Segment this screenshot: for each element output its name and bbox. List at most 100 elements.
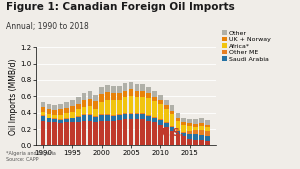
Bar xyxy=(182,132,186,133)
Bar xyxy=(41,116,45,121)
Bar xyxy=(152,123,157,145)
Bar xyxy=(176,113,180,118)
Y-axis label: Oil Imports (MMB/d): Oil Imports (MMB/d) xyxy=(9,58,18,135)
Bar xyxy=(41,102,45,107)
Bar xyxy=(76,109,81,116)
Bar xyxy=(170,105,174,111)
Bar xyxy=(117,86,122,93)
Bar xyxy=(193,124,198,127)
Bar xyxy=(140,91,145,97)
Bar xyxy=(123,114,128,119)
Bar xyxy=(117,93,122,100)
Bar xyxy=(199,123,204,126)
Bar xyxy=(199,140,204,145)
Bar xyxy=(58,104,63,109)
Bar xyxy=(182,136,186,145)
Bar xyxy=(205,127,210,131)
Bar xyxy=(99,121,104,145)
Bar xyxy=(76,116,81,117)
Bar xyxy=(146,98,151,115)
Bar xyxy=(187,119,192,123)
Bar xyxy=(52,123,57,145)
Bar xyxy=(111,93,116,100)
Bar xyxy=(111,100,116,115)
Text: Annual; 1990 to 2018: Annual; 1990 to 2018 xyxy=(6,22,89,31)
Bar xyxy=(158,125,163,145)
Bar xyxy=(176,134,180,145)
Bar xyxy=(140,84,145,91)
Bar xyxy=(94,122,98,145)
Bar xyxy=(193,140,198,145)
Bar xyxy=(76,122,81,145)
Bar xyxy=(129,119,133,145)
Bar xyxy=(58,120,63,123)
Bar xyxy=(111,116,116,121)
Bar xyxy=(58,109,63,115)
Bar xyxy=(82,121,86,145)
Bar xyxy=(117,114,122,115)
Bar xyxy=(52,118,57,119)
Bar xyxy=(58,123,63,145)
Bar xyxy=(158,95,163,100)
Bar xyxy=(152,97,157,101)
Bar xyxy=(82,107,86,114)
Bar xyxy=(158,104,163,119)
Bar xyxy=(193,119,198,124)
Bar xyxy=(117,115,122,120)
Bar xyxy=(88,121,92,145)
Bar xyxy=(205,136,210,141)
Bar xyxy=(64,108,69,114)
Bar xyxy=(158,119,163,120)
Bar xyxy=(88,114,92,115)
Bar xyxy=(41,115,45,116)
Bar xyxy=(164,123,169,127)
Bar xyxy=(140,97,145,114)
Bar xyxy=(94,101,98,109)
Bar xyxy=(199,130,204,135)
Bar xyxy=(170,114,174,126)
Bar xyxy=(123,119,128,145)
Bar xyxy=(152,101,157,117)
Bar xyxy=(70,123,75,145)
Bar xyxy=(46,109,51,114)
Bar xyxy=(170,126,174,127)
Bar xyxy=(170,131,174,145)
Bar xyxy=(88,91,92,99)
Bar xyxy=(187,134,192,139)
Bar xyxy=(52,115,57,118)
Bar xyxy=(52,119,57,123)
Bar xyxy=(134,91,139,97)
Bar xyxy=(82,115,86,121)
Bar xyxy=(46,104,51,109)
Bar xyxy=(111,115,116,116)
Bar xyxy=(117,120,122,145)
Bar xyxy=(46,118,51,123)
Bar xyxy=(176,130,180,131)
Bar xyxy=(76,104,81,109)
Bar xyxy=(182,125,186,132)
Bar xyxy=(158,100,163,104)
Bar xyxy=(41,107,45,112)
Bar xyxy=(58,115,63,119)
Bar xyxy=(105,85,110,92)
Bar xyxy=(88,115,92,121)
Bar xyxy=(94,117,98,122)
Bar xyxy=(134,114,139,119)
Bar xyxy=(176,118,180,121)
Bar xyxy=(182,133,186,136)
Bar xyxy=(146,121,151,145)
Bar xyxy=(146,116,151,121)
Bar xyxy=(170,111,174,114)
Bar xyxy=(64,123,69,145)
Bar xyxy=(88,99,92,106)
Bar xyxy=(134,97,139,114)
Bar xyxy=(41,121,45,145)
Bar xyxy=(129,82,133,89)
Bar xyxy=(152,118,157,123)
Bar xyxy=(94,95,98,101)
Bar xyxy=(187,131,192,134)
Legend: Other, UK + Norway, Africa*, Other ME, Saudi Arabia: Other, UK + Norway, Africa*, Other ME, S… xyxy=(222,30,271,62)
Text: Figure 1: Canadian Foreign Oil Imports: Figure 1: Canadian Foreign Oil Imports xyxy=(6,2,235,12)
Bar xyxy=(134,84,139,91)
Bar xyxy=(140,119,145,145)
